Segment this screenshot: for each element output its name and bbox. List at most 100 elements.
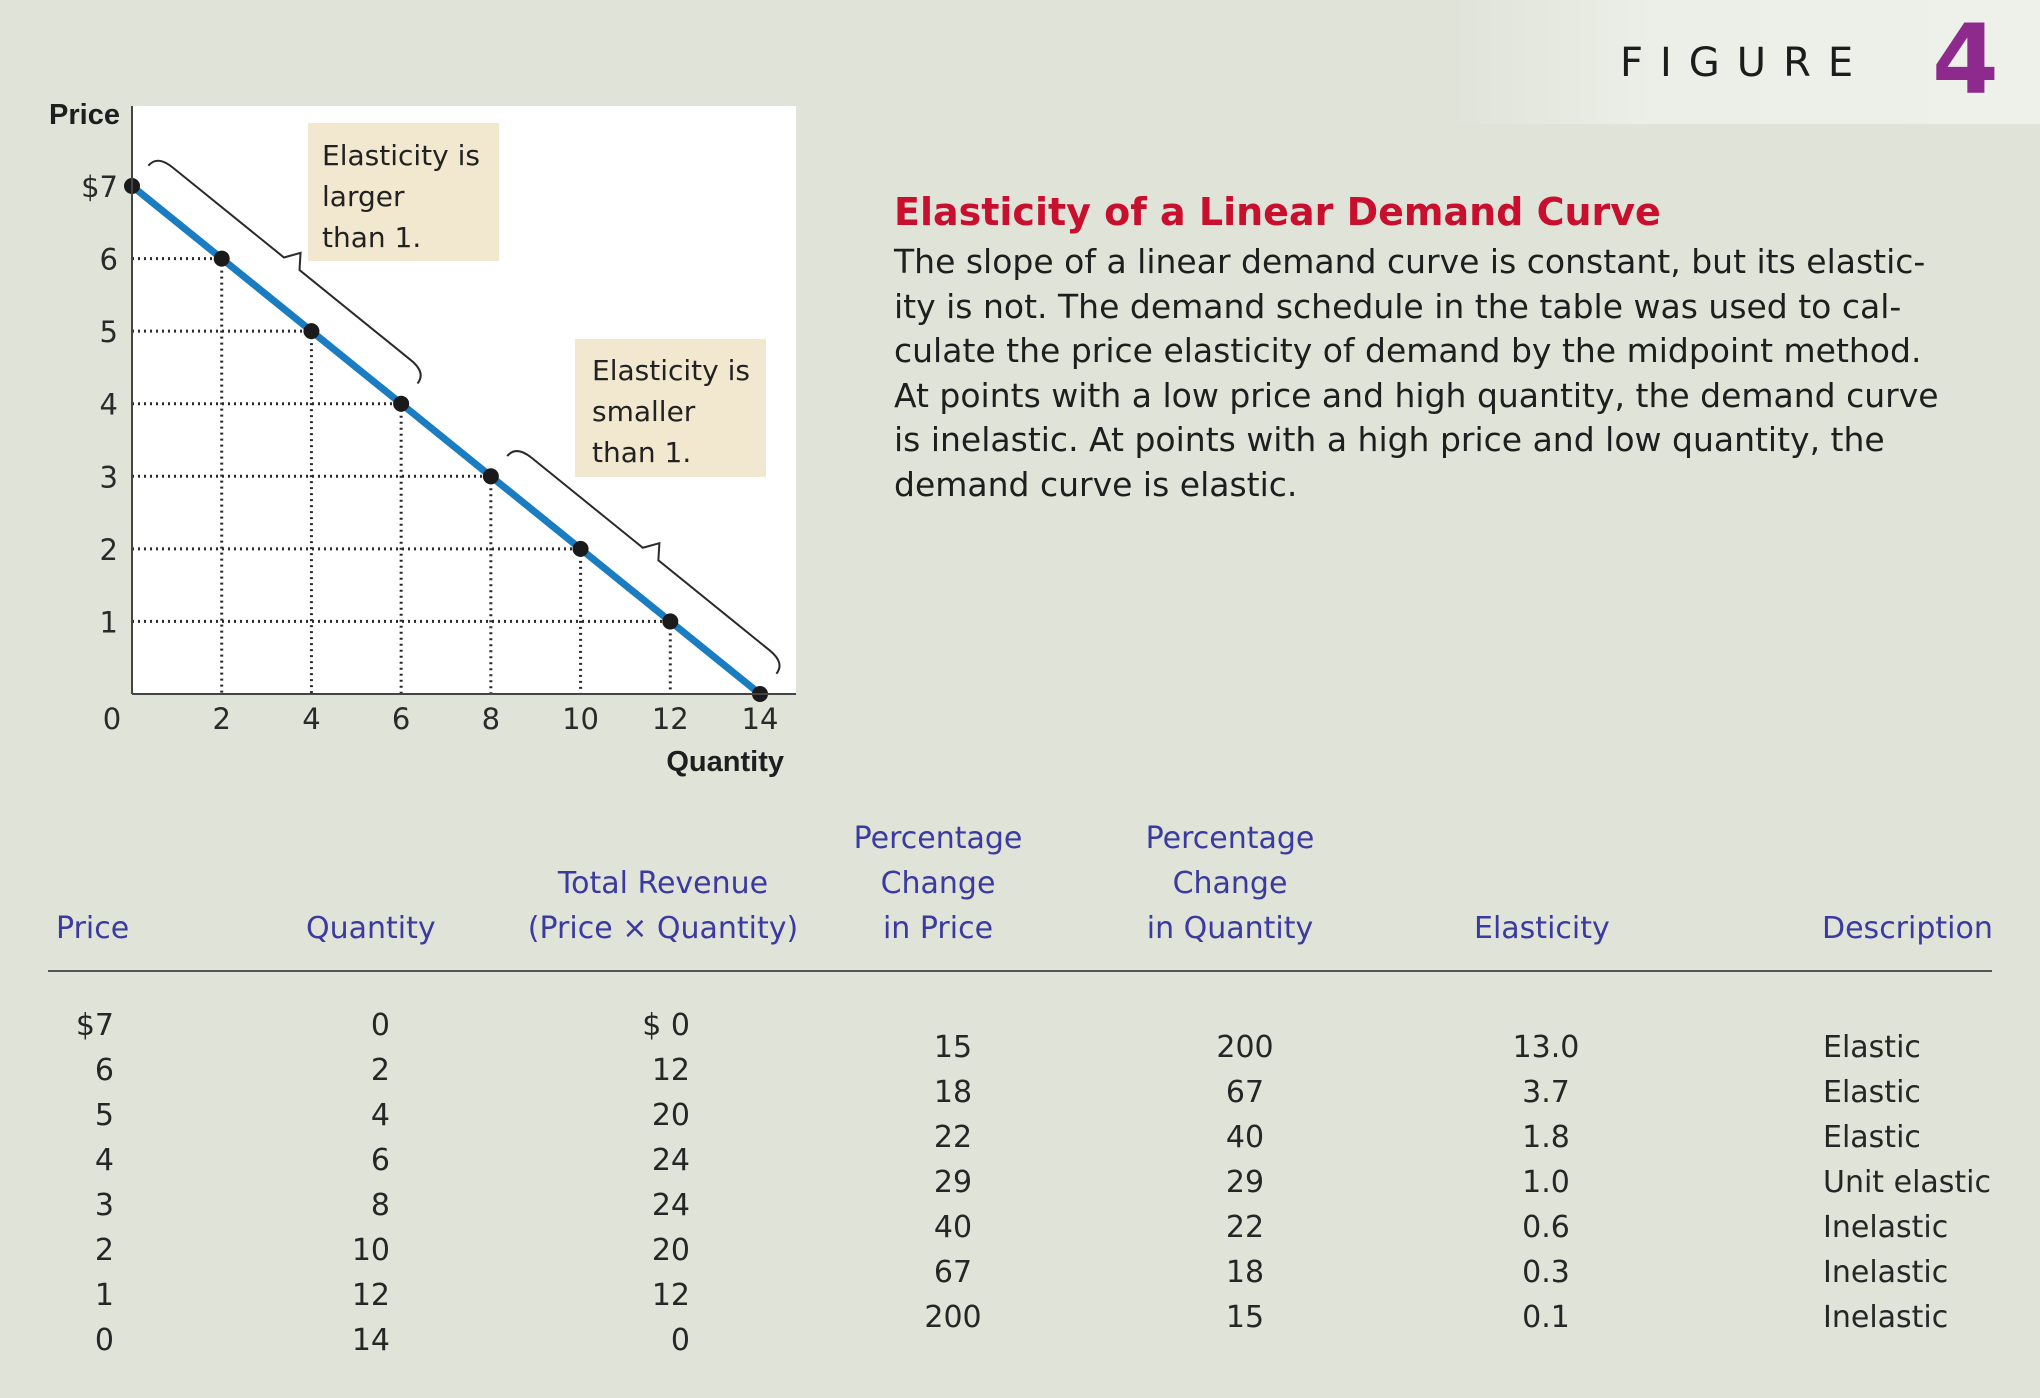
bracket: [147, 159, 422, 385]
y-tick-label: 1: [100, 605, 118, 639]
table-cell-price: 3: [94, 1188, 114, 1223]
table-cell-total-revenue: 12: [651, 1053, 690, 1088]
annotation-text: smaller: [592, 395, 696, 428]
caption-body: The slope of a linear demand curve is co…: [894, 242, 1939, 504]
table-cell-quantity: 14: [351, 1323, 390, 1358]
table-cell-total-revenue: $ 0: [642, 1008, 690, 1043]
header-total-revenue-line1: Total Revenue: [557, 866, 769, 901]
table-cell-pct-change-quantity: 22: [1225, 1210, 1265, 1245]
table-cell-elasticity: 1.0: [1522, 1165, 1570, 1200]
table-cell-total-revenue: 20: [651, 1233, 690, 1268]
data-point: [482, 468, 499, 485]
header-total-revenue-line2: (Price × Quantity): [527, 911, 799, 946]
table-cell-pct-change-price: 40: [933, 1210, 973, 1245]
figure-label: FIGURE: [1620, 40, 1871, 86]
data-point: [213, 250, 230, 267]
table-cell-quantity: 6: [370, 1143, 390, 1178]
x-tick-label: 8: [482, 702, 500, 736]
table-cell-price: 6: [94, 1053, 114, 1088]
figure-number: 4: [1932, 4, 1999, 116]
y-tick-label: 2: [100, 533, 118, 567]
table-cell-price: 1: [94, 1278, 114, 1313]
column-elasticity: 13.0 3.7 1.8 1.0 0.6 0.3 0.1: [1496, 1025, 1596, 1340]
table-cell-pct-change-quantity: 200: [1216, 1030, 1274, 1065]
column-total-revenue: $ 0 12 20 24 24 20 12 0: [630, 1003, 690, 1363]
table-cell-price: 2: [94, 1233, 114, 1268]
table-cell-price: 5: [94, 1098, 114, 1133]
header-pct-price-line3: in Price: [882, 911, 994, 946]
x-tick-label: 6: [392, 702, 410, 736]
caption-title: Elasticity of a Linear Demand Curve: [894, 190, 1661, 234]
bracket: [506, 450, 781, 675]
x-tick-label: 0: [103, 702, 121, 736]
annotation-text: Elasticity is: [592, 354, 750, 387]
demand-curve: [128, 182, 764, 698]
table-cell-description: Elastic: [1823, 1030, 1921, 1065]
table-cell-quantity: 4: [370, 1098, 390, 1133]
table-cell-pct-change-price: 15: [933, 1030, 973, 1065]
data-point: [662, 613, 679, 630]
table-cell-pct-change-price: 18: [933, 1075, 973, 1110]
table-cell-description: Inelastic: [1823, 1255, 1949, 1290]
table-cell-elasticity: 0.6: [1522, 1210, 1570, 1245]
y-tick-label: 4: [100, 388, 118, 422]
table-cell-price: $7: [75, 1008, 114, 1043]
data-point: [572, 540, 589, 557]
header-pct-quantity: Percentage Change in Quantity: [1120, 816, 1340, 951]
table-cell-description: Inelastic: [1823, 1300, 1949, 1335]
header-pct-quantity-line2: Change: [1172, 866, 1288, 901]
annotation-text: than 1.: [322, 221, 421, 254]
table-header-rule: [48, 970, 1992, 972]
table-cell-pct-change-price: 29: [933, 1165, 973, 1200]
table-cell-pct-change-quantity: 15: [1225, 1300, 1265, 1335]
header-description: Description: [1822, 911, 1993, 946]
table-cell-pct-change-quantity: 40: [1225, 1120, 1265, 1155]
annotation-text: Elasticity is: [322, 139, 480, 172]
header-pct-quantity-line1: Percentage: [1145, 821, 1315, 856]
y-tick-label: 6: [100, 243, 118, 277]
column-price: $7 6 5 4 3 2 1 0: [70, 1003, 114, 1363]
column-description: Elastic Elastic Elastic Unit elastic Inelast…: [1823, 1025, 2023, 1340]
annotation-box: [308, 123, 499, 261]
header-pct-quantity-line3: in Quantity: [1146, 911, 1314, 946]
table-cell-elasticity: 3.7: [1522, 1075, 1570, 1110]
x-tick-label: 14: [742, 702, 779, 736]
table-cell-pct-change-price: 22: [933, 1120, 973, 1155]
column-pct-change-price: 15 18 22 29 40 67 200: [898, 1025, 1008, 1340]
figure-badge: [1450, 0, 2040, 124]
column-quantity: 0 2 4 6 8 10 12 14: [340, 1003, 390, 1363]
y-tick-label: 3: [100, 460, 118, 494]
x-axis-label: Quantity: [666, 746, 784, 778]
data-point: [303, 323, 320, 340]
table-cell-elasticity: 1.8: [1522, 1120, 1570, 1155]
table-cell-elasticity: 0.1: [1522, 1300, 1570, 1335]
table-cell-quantity: 10: [351, 1233, 390, 1268]
x-tick-label: 12: [652, 702, 689, 736]
x-tick-label: 2: [212, 702, 230, 736]
table-cell-quantity: 12: [351, 1278, 390, 1313]
table-cell-quantity: 0: [370, 1008, 390, 1043]
table-cell-pct-change-price: 200: [924, 1300, 982, 1335]
y-axis-label: Price: [49, 99, 120, 131]
header-pct-price: Percentage Change in Price: [818, 816, 1058, 951]
header-pct-price-line1: Percentage: [853, 821, 1023, 856]
table-cell-price: 0: [94, 1323, 114, 1358]
table-cell-quantity: 2: [370, 1053, 390, 1088]
table-cell-elasticity: 0.3: [1522, 1255, 1570, 1290]
table-cell-total-revenue: 0: [670, 1323, 690, 1358]
table-cell-pct-change-quantity: 67: [1225, 1075, 1265, 1110]
x-tick-label: 4: [302, 702, 320, 736]
column-pct-change-quantity: 200 67 40 29 22 18 15: [1190, 1025, 1300, 1340]
data-point: [393, 395, 410, 412]
header-pct-price-line2: Change: [880, 866, 996, 901]
table-cell-total-revenue: 12: [651, 1278, 690, 1313]
x-tick-label: 10: [562, 702, 599, 736]
table-cell-total-revenue: 24: [651, 1188, 690, 1223]
annotation-box: [575, 339, 766, 477]
table-cell-description: Inelastic: [1823, 1210, 1949, 1245]
table-cell-total-revenue: 24: [651, 1143, 690, 1178]
table-cell-quantity: 8: [370, 1188, 390, 1223]
header-price: Price: [56, 911, 130, 946]
figure-caption: Elasticity of a Linear Demand Curve The …: [894, 188, 1994, 508]
table-cell-description: Elastic: [1823, 1120, 1921, 1155]
